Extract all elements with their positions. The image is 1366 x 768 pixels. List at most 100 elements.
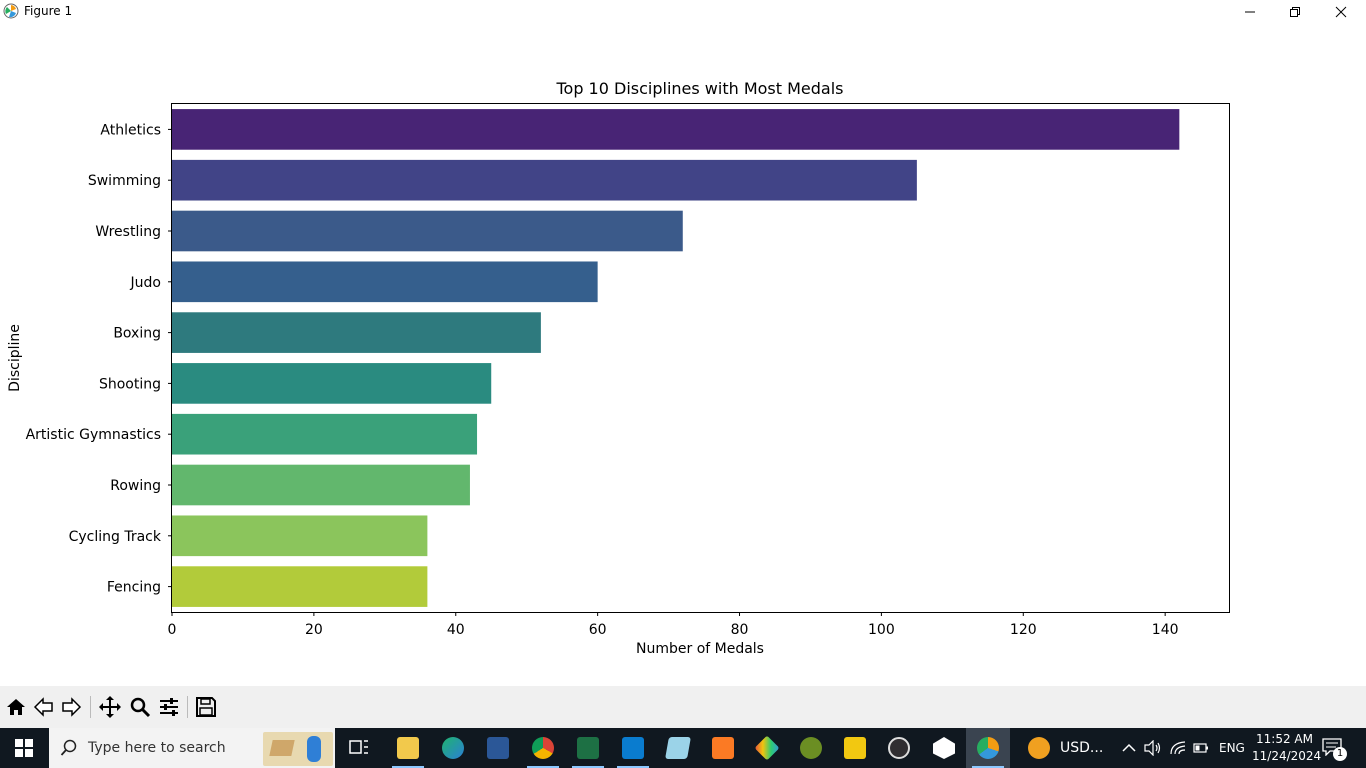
back-button[interactable]: [31, 694, 57, 720]
clock-date[interactable]: 11/24/2024: [1252, 749, 1322, 763]
notification-count-badge: 1: [1333, 747, 1347, 761]
bar-fencing: [172, 566, 428, 607]
home-button[interactable]: [3, 694, 29, 720]
window-title: Figure 1: [24, 4, 73, 18]
volume-icon[interactable]: [1144, 740, 1162, 756]
y-tick-label: Fencing: [107, 580, 161, 596]
bar-swimming: [172, 159, 917, 201]
save-button[interactable]: [193, 694, 219, 720]
chart-title: Top 10 Disciplines with Most Medals: [555, 79, 843, 98]
zoom-button[interactable]: [127, 694, 153, 720]
git-icon: [754, 735, 780, 761]
zoom-icon: [130, 697, 151, 718]
figure-canvas: Top 10 Disciplines with Most Medals Athl…: [0, 24, 1366, 686]
notification-center-button[interactable]: 1: [1320, 736, 1348, 762]
x-axis-label: Number of Medals: [636, 641, 764, 657]
coin-stack-icon: [1028, 737, 1050, 759]
bar-artistic-gymnastics: [172, 413, 478, 455]
minimize-icon: [1245, 11, 1255, 13]
taskbar-tool[interactable]: [789, 728, 833, 768]
taskbar-file-explorer[interactable]: [386, 728, 430, 768]
x-tick-label: 60: [589, 622, 607, 638]
start-button[interactable]: [2, 728, 46, 768]
excel-icon: [577, 737, 599, 759]
restore-button[interactable]: [1272, 0, 1318, 24]
task-view-button[interactable]: [337, 728, 381, 768]
configure-subplots-button[interactable]: [156, 694, 182, 720]
forward-icon: [62, 697, 82, 717]
taskbar-chrome[interactable]: [521, 728, 565, 768]
bar-athletics: [172, 109, 1180, 150]
windows-taskbar: Type here to search USD... ENG 11:52 AM …: [0, 728, 1366, 768]
taskbar-excel[interactable]: [566, 728, 610, 768]
restore-icon: [1290, 7, 1300, 17]
forward-button[interactable]: [58, 694, 84, 720]
x-tick-label: 120: [1010, 622, 1037, 638]
save-icon: [196, 697, 216, 717]
search-icon: [60, 739, 77, 756]
bar-judo: [172, 261, 598, 303]
pan-icon: [99, 696, 121, 718]
word-icon: [487, 737, 509, 759]
taskbar-search-box[interactable]: Type here to search: [49, 728, 335, 768]
x-tick-label: 0: [168, 622, 177, 638]
tray-app-label: USD...: [1060, 740, 1104, 756]
bar-chart: Top 10 Disciplines with Most Medals Athl…: [7, 79, 1230, 657]
pan-button[interactable]: [97, 694, 123, 720]
chevron-up-icon[interactable]: [1122, 742, 1136, 754]
x-tick-label: 20: [305, 622, 323, 638]
language-indicator[interactable]: ENG: [1219, 741, 1245, 755]
taskbar-word[interactable]: [476, 728, 520, 768]
y-tick-label: Swimming: [88, 173, 161, 189]
battery-icon[interactable]: [1193, 742, 1209, 754]
taskbar-obs[interactable]: [877, 728, 921, 768]
bar-shooting: [172, 363, 492, 404]
close-icon: [1335, 6, 1347, 18]
configure-icon: [160, 698, 178, 716]
y-axis-label: Discipline: [7, 324, 23, 392]
x-tick-label: 80: [731, 622, 749, 638]
minimize-button[interactable]: [1227, 0, 1273, 24]
taskbar-matplotlib-figure[interactable]: [966, 728, 1010, 768]
network-icon[interactable]: [1169, 740, 1187, 756]
y-tick-label: Shooting: [99, 376, 161, 392]
taskbar-unity[interactable]: [922, 728, 966, 768]
y-tick-label: Athletics: [100, 122, 161, 138]
obs-icon: [888, 737, 910, 759]
matplotlib-app-icon: [3, 3, 19, 19]
taskbar-edge[interactable]: [431, 728, 475, 768]
folder-icon: [397, 737, 419, 759]
close-button[interactable]: [1318, 0, 1364, 24]
toolbar-separator: [90, 696, 91, 718]
x-tick-label: 40: [447, 622, 465, 638]
taskbar-powerbi[interactable]: [833, 728, 877, 768]
clock-time[interactable]: 11:52 AM: [1256, 732, 1313, 746]
vscode-icon: [622, 737, 644, 759]
powerbi-icon: [844, 737, 866, 759]
y-tick-label: Cycling Track: [69, 529, 162, 545]
edge-icon: [442, 737, 464, 759]
y-tick-label: Rowing: [110, 478, 161, 494]
bar-wrestling: [172, 210, 683, 252]
home-icon: [7, 699, 25, 715]
tool-icon: [800, 737, 822, 759]
y-tick-label: Wrestling: [95, 224, 161, 240]
taskbar-xampp[interactable]: [701, 728, 745, 768]
axes-frame: [171, 103, 1230, 613]
x-tick-label: 140: [1152, 622, 1179, 638]
taskbar-git[interactable]: [745, 728, 789, 768]
bar-cycling-track: [172, 515, 428, 557]
taskbar-currency-app[interactable]: [1017, 728, 1061, 768]
taskbar-vscode[interactable]: [611, 728, 655, 768]
task-view-icon: [349, 740, 368, 754]
x-tick-label: 100: [868, 622, 895, 638]
unity-icon: [933, 737, 955, 759]
search-placeholder: Type here to search: [88, 740, 226, 756]
taskbar-notepad[interactable]: [656, 728, 700, 768]
figure-toolbar: [0, 686, 1366, 728]
notification-icon: [1322, 738, 1342, 756]
windows-logo-icon: [15, 739, 33, 757]
y-tick-label: Boxing: [113, 326, 161, 342]
search-highlight-illustration: [263, 732, 333, 766]
bar-rowing: [172, 464, 470, 506]
